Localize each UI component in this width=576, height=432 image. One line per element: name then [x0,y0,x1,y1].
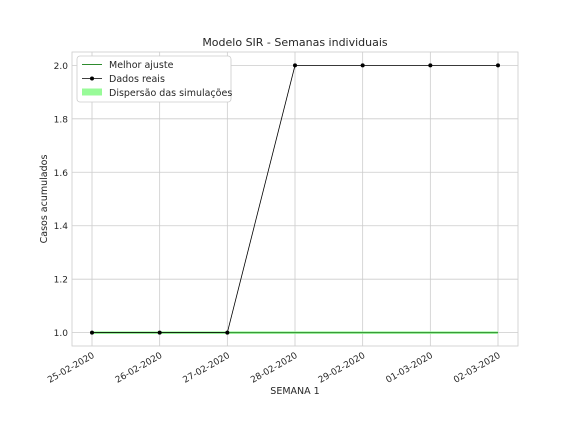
y-tick-label: 1.6 [54,169,69,179]
data-point-dados-reais [428,63,433,68]
chart-title: Modelo SIR - Semanas individuais [202,36,388,49]
data-point-dados-reais [157,330,162,335]
legend-label-melhor-ajuste: Melhor ajuste [109,60,174,71]
data-point-dados-reais [90,330,94,335]
y-tick-label: 1.0 [54,329,69,339]
data-point-dados-reais [293,63,297,68]
legend-swatch-dispersao [82,88,102,96]
data-point-dados-reais [225,330,230,335]
legend-label-dispersao: Dispersão das simulações [109,88,232,99]
legend-label-dados-reais: Dados reais [109,74,165,85]
y-tick-labels: 1.0 1.2 1.4 1.6 1.8 2.0 [54,62,69,339]
legend-frame [76,55,232,103]
y-tick-label: 1.4 [54,222,69,232]
legend-marker-dados-reais [90,76,94,81]
data-point-dados-reais [360,63,365,68]
plot-frame [71,51,519,347]
y-tick-label: 1.2 [54,276,68,286]
y-tick-label: 2.0 [54,62,69,72]
series-lines [90,63,500,335]
y-axis-label: Casos acumulados [39,155,50,244]
data-point-dados-reais [496,63,500,68]
y-tick-label: 1.8 [54,115,69,125]
legend: Melhor ajuste Dados reais Dispersão das … [76,55,232,103]
x-axis-label: SEMANA 1 [270,386,319,397]
